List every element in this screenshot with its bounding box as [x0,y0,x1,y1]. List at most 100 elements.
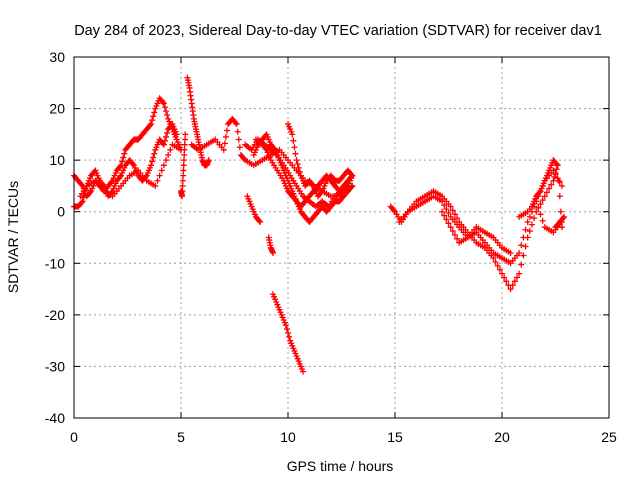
data-point [556,179,563,186]
data-point [559,215,566,222]
y-tick-label: 0 [57,204,65,220]
data-point [154,177,161,184]
data-point [536,189,543,196]
data-point [441,202,448,209]
data-point [511,278,518,285]
data-point [282,322,289,329]
data-point [552,171,559,178]
grid-lines [74,57,609,418]
data-point [296,168,303,175]
x-axis-label: GPS time / hours [287,458,394,474]
data-point [449,228,456,235]
data-point [285,329,291,336]
data-point [257,219,264,226]
data-point [180,162,187,169]
data-point [108,179,115,186]
data-point [294,161,301,168]
x-tick-labels: 0 5 10 15 20 25 [70,429,617,445]
data-point [443,206,450,213]
data-point [142,173,149,180]
data-point [236,144,243,151]
data-point [494,262,501,269]
data-point [163,157,170,164]
data-point [159,99,166,106]
y-tick-labels: -40 -30 -20 -10 0 10 20 30 [45,49,65,426]
data-point [232,119,239,126]
x-tick-label: 20 [494,429,510,445]
data-point [164,112,171,119]
data-point [173,131,180,138]
data-point [543,189,550,196]
data-point [179,177,186,184]
data-point [179,182,186,189]
data-point [499,270,505,277]
data-point [158,167,165,174]
plot-frame [73,56,610,419]
data-point [541,193,548,200]
series-arc-16 [439,208,514,256]
data-point [146,122,153,129]
data-point [553,166,560,173]
x-tick-label: 10 [280,429,296,445]
data-point [496,266,503,273]
data-point [441,212,448,219]
data-point [224,127,231,134]
x-tick-label: 5 [177,429,185,445]
data-point [447,224,454,231]
data-point [439,198,446,205]
data-point [293,157,300,164]
data-point [451,231,458,238]
data-point [520,234,527,241]
y-tick-label: 10 [49,152,65,168]
data-point [150,113,157,120]
data-point [546,185,553,192]
data-point [221,140,228,147]
data-point [160,141,167,148]
data-point [241,155,248,162]
data-point [151,109,158,116]
data-point [117,163,124,170]
data-point [80,194,87,201]
data-point [222,133,229,140]
data-point [556,193,563,200]
data-point [318,189,325,196]
x-tick-label: 0 [70,429,78,445]
data-point [507,286,514,293]
data-point [271,145,278,152]
data-point [516,270,523,277]
data-point [120,154,127,161]
series-arc-12 [270,291,306,375]
data-point [520,252,527,259]
data-point [550,177,557,184]
data-point [501,274,508,281]
data-point [163,133,170,140]
data-point [99,181,106,188]
data-point [262,145,269,152]
data-point [490,255,497,262]
series-arc-18 [528,157,565,231]
data-point [119,158,126,165]
chart-title: Day 284 of 2023, Sidereal Day-to-day VTE… [74,23,602,39]
data-point [181,151,188,158]
y-tick-label: -40 [45,410,65,426]
data-point [548,181,555,188]
data-point [537,200,544,207]
data-point [286,333,293,340]
data-point [535,204,542,211]
data-points [71,74,568,375]
data-point [289,131,296,138]
series-arc-5 [184,74,212,169]
data-point [233,121,240,128]
data-point [454,215,461,222]
x-tick-label: 25 [601,429,617,445]
data-point [163,108,170,115]
data-point [447,203,454,210]
data-point [561,213,568,220]
y-tick-label: 20 [49,101,65,117]
data-point [79,198,86,205]
series-arc-10 [244,193,264,226]
y-tick-label: -30 [45,358,65,374]
data-point [283,326,290,333]
data-point [148,121,155,128]
